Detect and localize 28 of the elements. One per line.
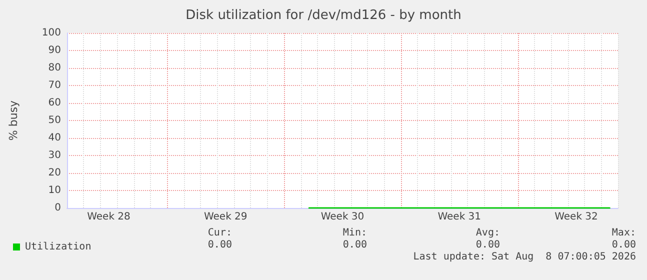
- text: Last update: Sat Aug 8 07:00:05 2026: [413, 252, 636, 262]
- x-tick-label: Week 32: [554, 212, 598, 222]
- y-tick-label: 80: [48, 62, 61, 74]
- text: Max:: [612, 228, 636, 238]
- x-tick-label: Week 31: [438, 212, 482, 222]
- text: Cur:: [208, 228, 232, 238]
- chart-title: Disk utilization for /dev/md126 - by month: [186, 8, 462, 23]
- y-tick-label: 30: [48, 150, 61, 161]
- text: 0.00: [476, 240, 500, 250]
- x-tick-label: Week 30: [320, 212, 364, 222]
- x-tick-label: Week 29: [204, 212, 248, 222]
- text: 0.00: [208, 240, 232, 250]
- text: 0.00: [342, 240, 367, 250]
- legend-label: Utilization: [25, 242, 92, 252]
- text: Avg:: [476, 228, 500, 238]
- y-tick-label: 90: [48, 45, 61, 56]
- y-tick-label: 40: [48, 132, 61, 144]
- text: Min:: [342, 228, 367, 238]
- y-tick-label: 60: [48, 98, 61, 108]
- y-tick-label: 10: [48, 185, 61, 196]
- text: 0.00: [612, 240, 636, 250]
- y-axis-title: % busy: [7, 100, 20, 141]
- y-tick-label: 100: [42, 28, 61, 38]
- x-tick-label: Week 28: [87, 212, 130, 222]
- y-tick-label: 20: [48, 168, 61, 178]
- y-tick-label: 50: [48, 115, 61, 126]
- y-tick-label: 70: [48, 80, 61, 91]
- y-tick-label: 0: [54, 202, 61, 214]
